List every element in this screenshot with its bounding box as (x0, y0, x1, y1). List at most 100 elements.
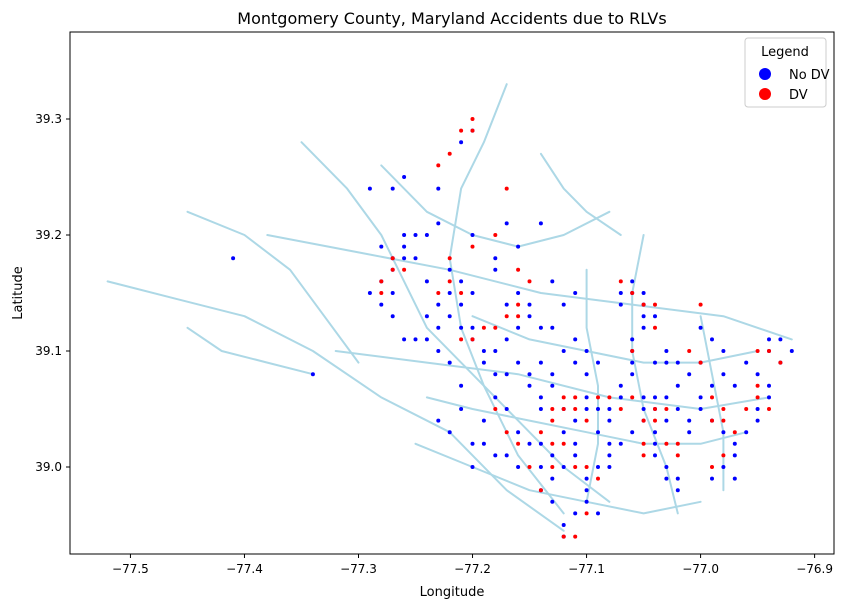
point-dv (755, 349, 760, 353)
point-no-dv (516, 291, 521, 295)
y-tick-label: 39.0 (35, 460, 62, 474)
point-no-dv (641, 395, 646, 400)
point-dv (641, 441, 646, 446)
point-no-dv (596, 407, 600, 411)
point-no-dv (596, 511, 600, 516)
point-dv (459, 291, 464, 295)
point-dv (664, 441, 669, 446)
point-no-dv (778, 337, 783, 342)
point-no-dv (504, 372, 509, 377)
point-no-dv (721, 372, 726, 377)
point-no-dv (550, 476, 555, 481)
point-dv (584, 465, 589, 469)
point-dv (698, 302, 703, 307)
legend-entries: No DV DV (759, 68, 830, 103)
road-line (186, 326, 314, 376)
road-line (631, 234, 679, 515)
point-no-dv (561, 349, 566, 353)
point-no-dv (618, 383, 623, 388)
point-dv (721, 453, 726, 458)
road-line (699, 315, 725, 492)
point-no-dv (402, 256, 407, 261)
point-no-dv (504, 221, 509, 226)
point-no-dv (561, 302, 566, 307)
point-no-dv (584, 499, 589, 504)
point-no-dv (744, 360, 749, 365)
road-line (334, 350, 770, 410)
x-tick-label: −77.5 (112, 562, 149, 576)
point-no-dv (424, 314, 429, 319)
point-dv (721, 418, 726, 423)
legend-title: Legend (761, 45, 809, 60)
point-dv (493, 325, 498, 330)
point-no-dv (550, 453, 555, 458)
point-dv (710, 465, 714, 469)
point-dv (755, 395, 760, 400)
legend-marker-no-dv (759, 68, 771, 80)
point-dv (470, 117, 475, 121)
road-line (380, 164, 611, 248)
point-dv (744, 407, 749, 411)
point-dv (436, 163, 441, 168)
point-no-dv (481, 418, 486, 423)
point-no-dv (436, 349, 441, 353)
point-dv (436, 291, 441, 295)
road-line (106, 280, 565, 532)
point-dv (641, 453, 646, 458)
point-dv (470, 128, 475, 133)
point-no-dv (675, 407, 680, 411)
point-no-dv (436, 325, 441, 330)
point-no-dv (231, 256, 236, 261)
road-line (414, 442, 702, 515)
point-dv (516, 441, 521, 446)
point-dv (607, 395, 612, 400)
point-no-dv (721, 430, 726, 435)
point-no-dv (664, 349, 669, 353)
point-no-dv (653, 395, 657, 400)
point-dv (550, 441, 555, 446)
point-no-dv (447, 430, 452, 435)
x-tick-label: −77.1 (568, 562, 605, 576)
point-dv (379, 279, 384, 284)
point-dv (584, 511, 589, 516)
point-dv (653, 407, 657, 411)
point-dv (618, 279, 623, 284)
x-tick-label: −77.3 (340, 562, 377, 576)
point-no-dv (641, 325, 646, 330)
point-no-dv (459, 325, 464, 330)
point-no-dv (653, 314, 657, 319)
point-no-dv (367, 186, 372, 191)
point-no-dv (664, 395, 669, 400)
point-no-dv (618, 291, 623, 295)
point-no-dv (641, 407, 646, 411)
point-no-dv (561, 523, 566, 527)
point-no-dv (584, 349, 589, 353)
point-dv (653, 302, 657, 307)
point-no-dv (527, 441, 532, 446)
point-no-dv (379, 302, 384, 307)
point-no-dv (402, 244, 407, 249)
plot-frame (69, 31, 835, 555)
point-no-dv (630, 372, 635, 377)
point-no-dv (653, 430, 657, 435)
point-no-dv (584, 476, 589, 481)
point-no-dv (767, 337, 771, 342)
point-no-dv (424, 279, 429, 284)
point-no-dv (596, 430, 600, 435)
point-dv (767, 349, 771, 353)
legend-label-no-dv: No DV (789, 68, 830, 83)
point-no-dv (436, 302, 441, 307)
point-no-dv (413, 256, 418, 261)
point-no-dv (538, 407, 543, 411)
point-no-dv (493, 349, 498, 353)
point-no-dv (675, 360, 680, 365)
legend-marker-dv (759, 88, 771, 100)
road-line (266, 234, 793, 341)
point-no-dv (402, 337, 407, 342)
point-no-dv (516, 244, 521, 249)
point-dv (561, 441, 566, 446)
point-dv (447, 151, 452, 156)
point-no-dv (630, 430, 635, 435)
point-no-dv (481, 441, 486, 446)
point-dv (516, 314, 521, 319)
